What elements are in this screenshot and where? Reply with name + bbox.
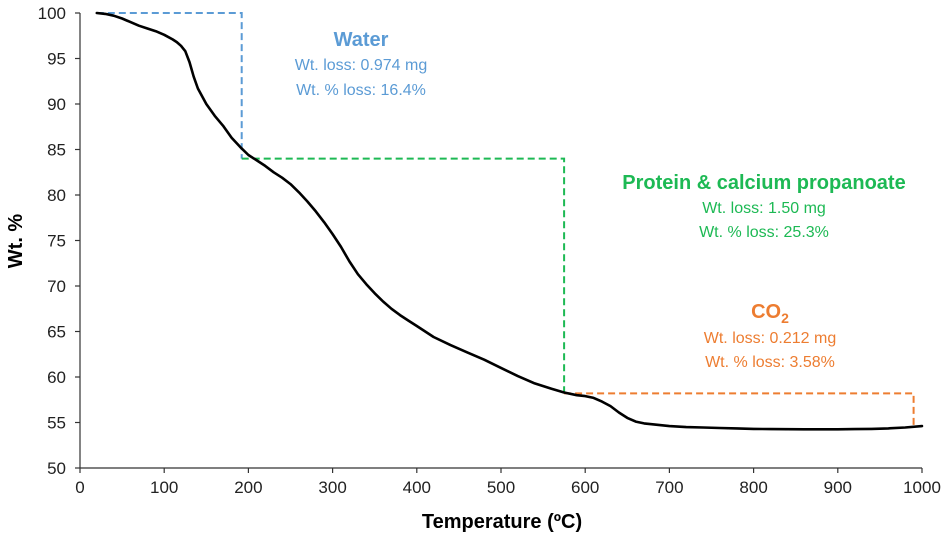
y-tick-label: 65 [47, 323, 66, 342]
y-tick-label: 50 [47, 459, 66, 478]
annotation-co2-title-sub: 2 [781, 310, 789, 326]
y-tick-label: 75 [47, 232, 66, 251]
annotation-protein-line1: Wt. loss: 1.50 mg [702, 200, 826, 217]
annotation-water: Water Wt. loss: 0.974 mg Wt. % loss: 16.… [295, 29, 428, 99]
step-guide-1 [96, 12, 243, 159]
x-tick-label: 400 [403, 478, 431, 497]
y-tick-label: 100 [38, 4, 66, 23]
y-tick-label: 85 [47, 141, 66, 160]
x-tick-label: 800 [739, 478, 767, 497]
annotation-protein-title: Protein & calcium propanoate [622, 172, 905, 194]
annotation-protein-line2: Wt. % loss: 25.3% [699, 224, 829, 241]
annotation-co2-title-main: CO [751, 301, 781, 323]
x-tick-label: 900 [824, 478, 852, 497]
y-axis-title: Wt. % [5, 214, 27, 269]
plot-area: 0 100 200 300 400 500 600 700 800 900 1000 50 55 60 65… [38, 4, 941, 497]
y-tick-label: 90 [47, 95, 66, 114]
x-tick-label: 200 [234, 478, 262, 497]
x-tick-label: 100 [150, 478, 178, 497]
step-guide-3 [564, 392, 915, 427]
annotation-co2-line1: Wt. loss: 0.212 mg [704, 330, 837, 347]
x-tick-label: 600 [571, 478, 599, 497]
x-axis-title: Temperature (ºC) [422, 511, 582, 533]
annotation-co2: CO2 Wt. loss: 0.212 mg Wt. % loss: 3.58% [704, 301, 837, 371]
y-tick-label: 55 [47, 414, 66, 433]
y-tick-label: 60 [47, 368, 66, 387]
annotation-protein: Protein & calcium propanoate Wt. loss: 1… [622, 172, 905, 241]
tga-curve [95, 11, 924, 431]
annotation-water-title: Water [334, 29, 389, 51]
annotation-water-line1: Wt. loss: 0.974 mg [295, 57, 428, 74]
step-guide-2 [241, 157, 566, 394]
x-tick-label: 700 [655, 478, 683, 497]
annotation-co2-line2: Wt. % loss: 3.58% [705, 354, 835, 371]
x-tick-label: 1000 [903, 478, 941, 497]
x-tick-label: 500 [487, 478, 515, 497]
annotation-water-line2: Wt. % loss: 16.4% [296, 82, 426, 99]
y-tick-label: 80 [47, 186, 66, 205]
x-tick-label: 300 [318, 478, 346, 497]
y-tick-label: 95 [47, 50, 66, 69]
annotation-co2-title: CO2 [751, 301, 789, 326]
x-tick-label: 0 [75, 478, 84, 497]
y-tick-label: 70 [47, 277, 66, 296]
